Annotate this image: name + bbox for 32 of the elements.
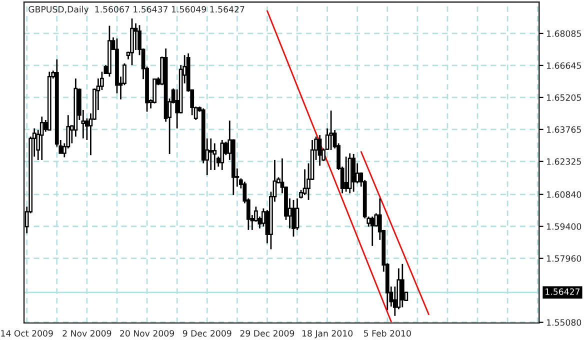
candlestick	[400, 263, 404, 308]
x-tick-label: 14 Oct 2009	[1, 330, 53, 337]
chart-title: GBPUSD,Daily 1.56067 1.56437 1.56049 1.56427	[28, 6, 244, 14]
y-tick-label: 1.60840	[547, 191, 582, 198]
y-tick-label: 1.66645	[547, 62, 581, 69]
candlestick	[40, 116, 44, 161]
candlestick	[208, 138, 213, 171]
candlestick	[152, 78, 156, 104]
candlestick	[295, 198, 300, 231]
x-tick-label: 18 Jan 2010	[302, 330, 353, 338]
x-tick-label: 5 Feb 2010	[364, 330, 411, 337]
x-tick-label: 9 Dec 2009	[182, 330, 232, 337]
y-tick-label: 1.63765	[547, 126, 581, 133]
y-tick-label: 1.65205	[547, 94, 581, 101]
y-tick-label: 1.68085	[547, 30, 581, 37]
candlestick	[329, 110, 333, 151]
candlestick	[352, 153, 356, 192]
candlestick	[318, 134, 322, 166]
candlestick	[220, 139, 224, 171]
x-tick-label: 29 Dec 2009	[240, 330, 294, 337]
y-tick-label: 1.55080	[547, 319, 582, 326]
y-tick-label: 1.57960	[547, 255, 582, 262]
x-tick-label: 20 Nov 2009	[120, 330, 174, 337]
candlestick	[134, 22, 138, 51]
y-tick-label: 1.62325	[547, 158, 581, 165]
candlestick	[370, 216, 374, 247]
candlestick	[344, 156, 348, 192]
candlestick	[212, 142, 217, 171]
candlestick	[292, 199, 296, 238]
x-tick-label: 2 Nov 2009	[62, 330, 112, 337]
y-tick-label: 1.59400	[547, 223, 582, 230]
ref-line-label: 1.56427	[546, 288, 580, 295]
